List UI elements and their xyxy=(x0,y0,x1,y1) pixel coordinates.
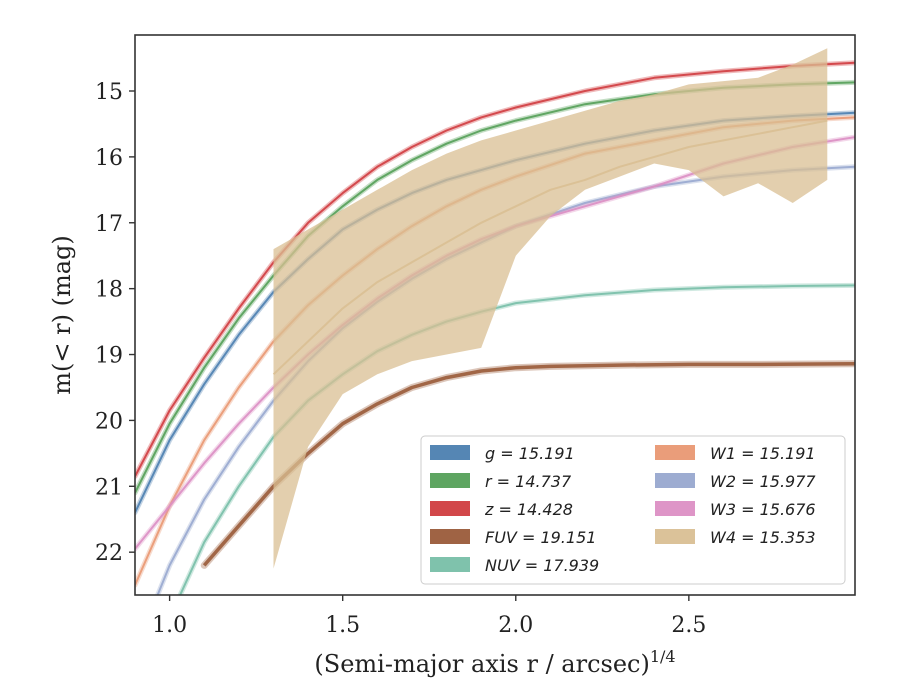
y-tick-label: 22 xyxy=(95,541,123,566)
legend-label-w4: W4 = 15.353 xyxy=(710,528,816,547)
x-tick-label: 2.5 xyxy=(671,613,706,638)
legend-swatch-fuv xyxy=(430,529,470,544)
series-band-w4 xyxy=(273,48,828,569)
legend-swatch-w4 xyxy=(655,529,695,544)
y-tick-label: 17 xyxy=(95,212,123,237)
legend-label-w2: W2 = 15.977 xyxy=(710,472,816,491)
series-line-w4 xyxy=(272,119,828,376)
legend: g = 15.191 r = 14.737 z = 14.428 FUV = 19.1… xyxy=(420,435,846,585)
x-tick-label: 1.0 xyxy=(152,613,187,638)
plot-frame xyxy=(134,34,856,596)
legend-swatch-w3 xyxy=(655,501,695,516)
legend-label-z: z = 14.428 xyxy=(484,500,573,519)
legend-label-fuv: FUV = 19.151 xyxy=(485,528,596,547)
legend-swatch-z xyxy=(430,501,470,516)
series-line-z xyxy=(135,61,855,477)
legend-label-w1: W1 = 15.191 xyxy=(710,444,816,463)
plot-area xyxy=(135,48,855,595)
legend-swatch-nuv xyxy=(430,557,470,572)
legend-swatch-w1 xyxy=(655,445,695,460)
legend-swatch-g xyxy=(430,445,470,460)
y-tick-label: 18 xyxy=(95,278,123,303)
legend-label-r: r = 14.737 xyxy=(485,472,572,491)
y-tick-label: 19 xyxy=(95,344,123,369)
legend-label-g: g = 15.191 xyxy=(485,444,575,463)
x-axis-label: (Semi-major axis r / arcsec)1/4 xyxy=(314,647,675,678)
legend-swatch-w2 xyxy=(655,473,695,488)
y-axis: 15 16 17 18 19 20 21 22 xyxy=(95,80,135,566)
legend-box xyxy=(420,435,846,585)
y-axis-label: m(< r) (mag) xyxy=(48,235,76,394)
x-axis: 1.0 1.5 2.0 2.5 xyxy=(152,595,706,638)
x-tick-label: 1.5 xyxy=(325,613,360,638)
y-tick-label: 20 xyxy=(95,409,123,434)
legend-swatch-r xyxy=(430,473,470,488)
y-tick-label: 21 xyxy=(95,475,123,500)
y-tick-label: 16 xyxy=(95,146,123,171)
y-tick-label: 15 xyxy=(95,80,123,105)
x-tick-label: 2.0 xyxy=(498,613,533,638)
legend-label-w3: W3 = 15.676 xyxy=(710,500,816,519)
legend-label-nuv: NUV = 17.939 xyxy=(485,556,599,575)
